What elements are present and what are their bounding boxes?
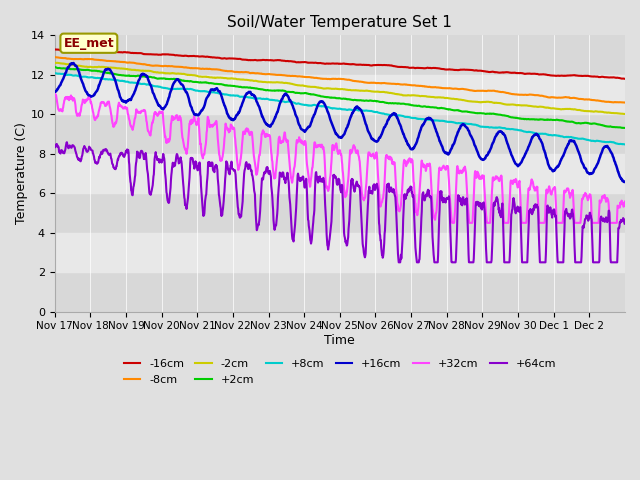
Text: EE_met: EE_met (63, 37, 114, 50)
Bar (54, 36, 625, 75)
Bar (54, 193, 625, 233)
Bar (54, 114, 625, 154)
Title: Soil/Water Temperature Set 1: Soil/Water Temperature Set 1 (227, 15, 452, 30)
Legend: -16cm, -8cm, -2cm, +2cm, +8cm, +16cm, +32cm, +64cm: -16cm, -8cm, -2cm, +2cm, +8cm, +16cm, +3… (119, 355, 561, 389)
Bar (54, 233, 625, 272)
X-axis label: Time: Time (324, 334, 355, 347)
Y-axis label: Temperature (C): Temperature (C) (15, 122, 28, 225)
Bar (54, 272, 625, 312)
Bar (54, 75, 625, 114)
Bar (54, 154, 625, 193)
